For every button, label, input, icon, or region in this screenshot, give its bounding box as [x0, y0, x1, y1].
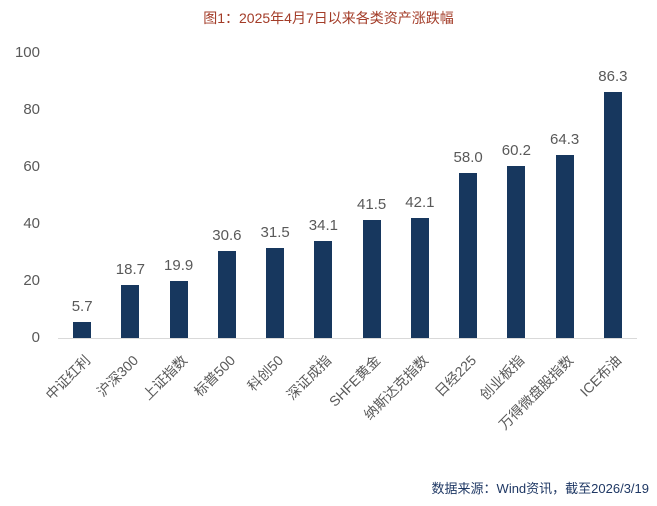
- bar-value-label: 64.3: [550, 131, 580, 148]
- bar-value-label: 30.6: [212, 227, 242, 244]
- bar-value-label: 41.5: [357, 196, 387, 213]
- bar-value-label: 86.3: [598, 68, 628, 85]
- bar: [507, 166, 526, 338]
- bar-value-label: 34.1: [308, 217, 338, 234]
- y-axis-tick-label: 80: [23, 101, 40, 118]
- y-axis-tick-label: 20: [23, 272, 40, 289]
- bar: [314, 241, 333, 338]
- bar-value-label: 42.1: [405, 194, 435, 211]
- bar-value-label: 5.7: [71, 298, 93, 315]
- bar-value-label: 58.0: [453, 149, 483, 166]
- bar: [459, 173, 478, 338]
- bar: [217, 251, 236, 338]
- bar: [169, 281, 188, 338]
- y-axis-tick-label: 100: [14, 44, 40, 61]
- bar: [555, 155, 574, 338]
- bar: [266, 248, 285, 338]
- source-note: 数据来源：Wind资讯，截至2026/3/19: [431, 481, 649, 496]
- y-axis-tick-label: 60: [23, 158, 40, 175]
- bar: [410, 218, 429, 338]
- bar: [603, 92, 622, 338]
- y-axis-tick-label: 0: [31, 329, 40, 346]
- bar: [121, 285, 140, 338]
- chart-title: 图1：2025年4月7日以来各类资产涨跌幅: [203, 10, 454, 26]
- bar-value-label: 19.9: [164, 257, 194, 274]
- bar-value-label: 60.2: [501, 142, 531, 159]
- bar: [362, 220, 381, 338]
- bar-value-label: 31.5: [260, 224, 290, 241]
- bar: [73, 322, 92, 338]
- x-axis-line: [58, 338, 637, 339]
- bar-value-label: 18.7: [115, 261, 145, 278]
- y-axis-tick-label: 40: [23, 215, 40, 232]
